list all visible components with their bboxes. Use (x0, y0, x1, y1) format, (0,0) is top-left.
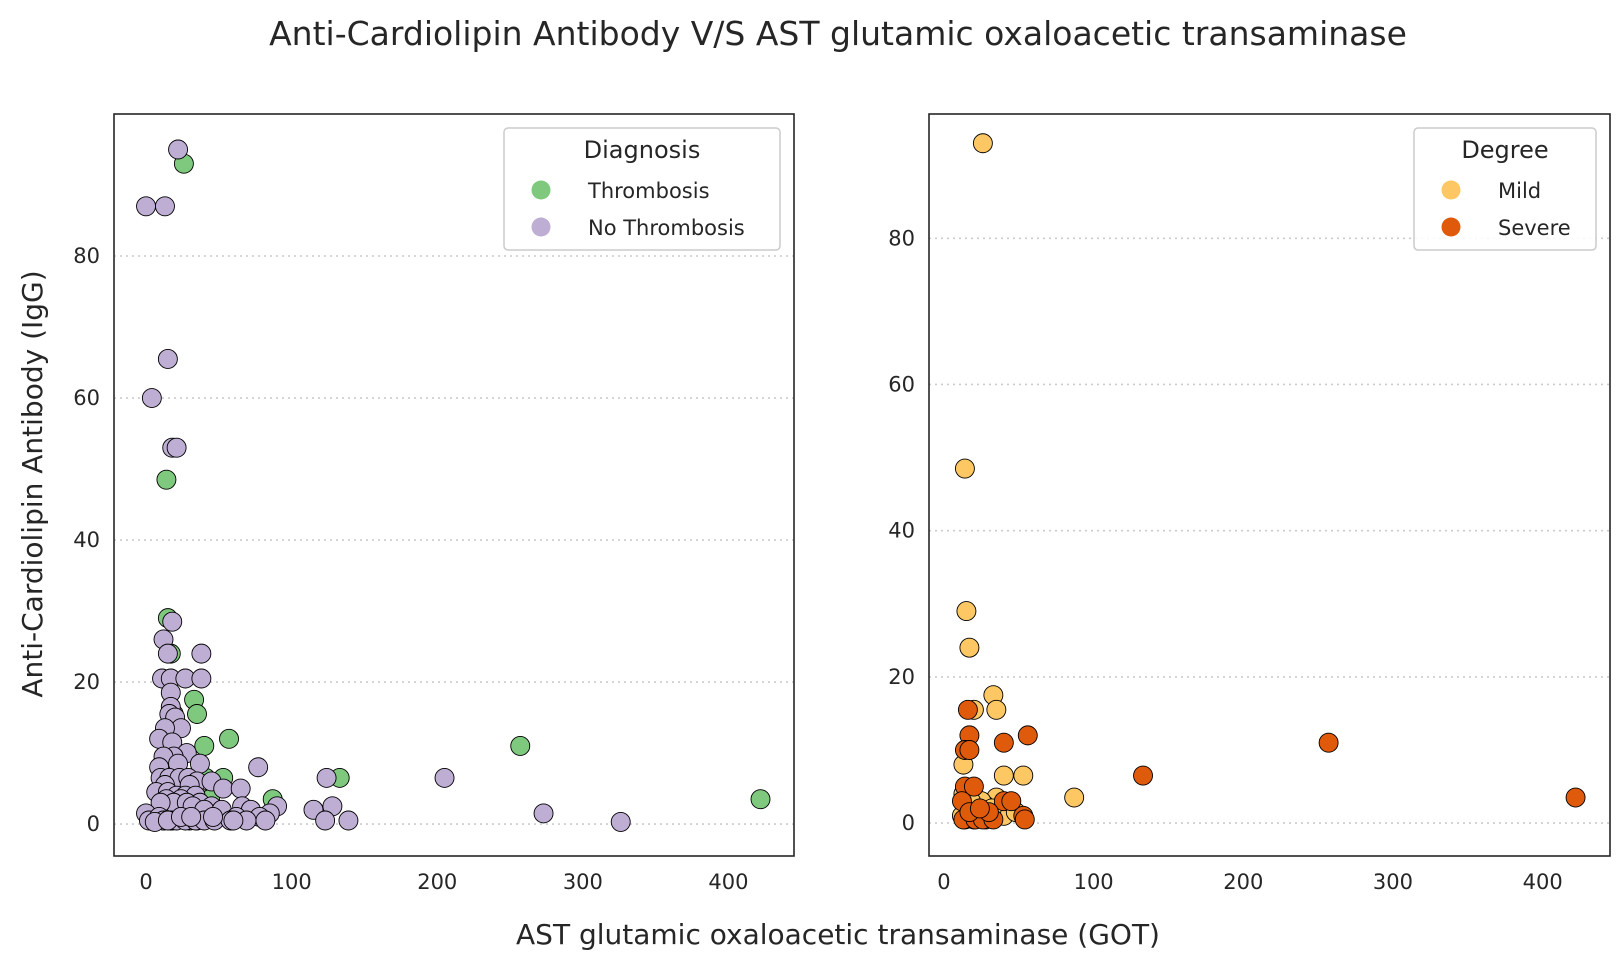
legend-title: Degree (1461, 136, 1548, 164)
scatter-point-b (157, 349, 178, 369)
x-tick-label: 200 (1223, 870, 1263, 894)
scatter-point-a (750, 789, 771, 810)
scatter-point-b (1017, 725, 1038, 746)
legend-marker (531, 217, 551, 237)
x-tick-label: 100 (1074, 870, 1114, 894)
legend-marker (531, 180, 551, 200)
y-tick-label: 60 (73, 386, 100, 410)
legend-title: Diagnosis (584, 136, 701, 164)
scatter-point-a (156, 469, 177, 490)
scatter-point-a (510, 735, 531, 756)
legend-box (1413, 127, 1597, 251)
x-tick-label: 300 (1373, 870, 1413, 894)
scatter-point-a (219, 728, 239, 749)
legend-entry-label: Thrombosis (587, 179, 710, 203)
legend-marker (1441, 180, 1461, 200)
legend-entry-label: Severe (1498, 216, 1571, 240)
legend-entry-label: Mild (1498, 179, 1541, 203)
x-tick-label: 0 (139, 870, 152, 894)
y-tick-label: 40 (888, 519, 915, 543)
data-points (951, 133, 1586, 830)
scatter-point-a (1013, 765, 1034, 786)
scatter-point-a (1064, 787, 1085, 808)
plot-frame (928, 113, 1611, 857)
scatter-point-b (1001, 791, 1022, 812)
scatter-point-b (203, 806, 223, 827)
scatter-point-b (255, 810, 276, 831)
x-tick-label: 100 (272, 870, 312, 894)
scatter-point-b (993, 732, 1014, 753)
scatter-point-b (141, 388, 162, 408)
x-axis-label: AST glutamic oxaloacetic transaminase (G… (516, 918, 1160, 951)
scatter-point-b (1318, 732, 1339, 753)
scatter-point-b (316, 767, 337, 788)
scatter-point-b (162, 611, 183, 632)
data-points (136, 139, 771, 832)
scatter-point-b (223, 810, 244, 831)
scatter-point-b (1133, 765, 1153, 786)
plot-frame (113, 113, 795, 857)
scatter-point-b (168, 139, 189, 160)
y-axis-label: Anti-Cardiolipin Antibody (IgG) (16, 270, 49, 697)
x-tick-label: 200 (417, 870, 457, 894)
x-tick-label: 0 (937, 870, 950, 894)
scatter-point-b (338, 810, 359, 831)
x-tick-label: 400 (708, 870, 748, 894)
legend[interactable]: Degree Mild Severe (1413, 127, 1597, 251)
y-tick-label: 80 (888, 226, 915, 250)
x-tick-label: 300 (563, 870, 603, 894)
y-tick-label: 0 (902, 811, 915, 835)
y-tick-label: 20 (888, 665, 915, 689)
scatter-point-b (191, 668, 212, 689)
grid-lines (114, 255, 794, 825)
y-tick-label: 60 (888, 372, 915, 396)
scatter-point-b (1014, 809, 1035, 830)
tick-labels: 0 20 40 60 80 0 100 200 300 400 (73, 244, 748, 894)
scatter-point-b (191, 643, 212, 664)
scatter-panel-degree: 0 20 40 60 80 0 100 200 300 400 Degree Mild Severe (888, 113, 1611, 894)
scatter-point-a (954, 458, 975, 479)
scatter-point-b (434, 767, 455, 788)
scatter-point-a (956, 601, 977, 622)
scatter-point-a (986, 699, 1007, 720)
scatter-point-b (963, 776, 984, 797)
scatter-point-b (166, 437, 187, 458)
scatter-point-b (1565, 787, 1586, 808)
scatter-point-b (181, 806, 202, 827)
legend[interactable]: Diagnosis Thrombosis No Thrombosis (503, 127, 781, 251)
legend-box (503, 127, 781, 251)
scatter-point-b (157, 643, 178, 664)
legend-entry-label: No Thrombosis (588, 216, 745, 240)
y-tick-label: 80 (73, 244, 100, 268)
scatter-point-a (959, 637, 980, 658)
legend-marker (1441, 217, 1461, 237)
scatter-point-b (610, 811, 631, 832)
chart-title: Anti-Cardiolipin Antibody V/S AST glutam… (269, 14, 1407, 53)
scatter-point-b (213, 778, 234, 799)
scatter-point-b (969, 798, 990, 819)
scatter-point-b (248, 757, 269, 778)
scatter-point-b (957, 699, 978, 720)
y-tick-label: 20 (73, 670, 100, 694)
scatter-point-b (230, 778, 251, 799)
scatter-point-b (136, 196, 156, 217)
scatter-point-a (194, 735, 215, 756)
scatter-point-b (315, 810, 336, 831)
scatter-point-a (972, 133, 993, 154)
scatter-panel-diagnosis: 0 20 40 60 80 0 100 200 300 400 Diagnosis Thrombos… (73, 113, 795, 894)
scatter-point-b (155, 196, 175, 217)
scatter-point-b (533, 803, 554, 824)
y-tick-label: 0 (87, 812, 100, 836)
scatter-point-a (187, 704, 207, 724)
scatter-point-b (959, 740, 980, 760)
y-tick-label: 40 (73, 528, 100, 552)
scatter-point-a (993, 765, 1014, 786)
tick-labels: 0 20 40 60 80 0 100 200 300 400 (888, 226, 1562, 894)
x-tick-label: 400 (1523, 870, 1563, 894)
